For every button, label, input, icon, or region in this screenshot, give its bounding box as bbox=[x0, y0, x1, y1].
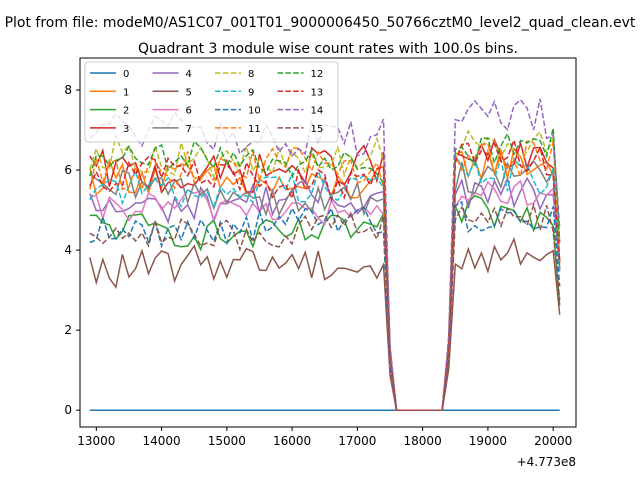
x-tick-label: 16000 bbox=[273, 434, 311, 448]
x-offset-label: +4.773e8 bbox=[517, 455, 576, 469]
series-line-9 bbox=[89, 152, 561, 411]
x-tick-label: 14000 bbox=[142, 434, 180, 448]
series-line-4 bbox=[89, 176, 561, 411]
legend-label-13: 13 bbox=[311, 87, 324, 98]
legend-label-1: 1 bbox=[123, 87, 129, 98]
y-tick-label: 4 bbox=[64, 243, 72, 257]
legend-label-7: 7 bbox=[186, 124, 192, 135]
legend-label-0: 0 bbox=[123, 69, 129, 80]
y-tick-label: 0 bbox=[64, 403, 72, 417]
series-line-7 bbox=[89, 159, 561, 411]
x-tick-label: 18000 bbox=[404, 434, 442, 448]
legend-label-12: 12 bbox=[311, 69, 324, 80]
series-line-5 bbox=[89, 236, 561, 411]
legend-label-2: 2 bbox=[123, 106, 129, 117]
suptitle: Plot from file: modeM0/AS1C07_001T01_900… bbox=[5, 15, 636, 31]
legend-label-8: 8 bbox=[248, 69, 254, 80]
legend-label-15: 15 bbox=[311, 124, 324, 135]
y-tick-label: 6 bbox=[64, 163, 72, 177]
plot-frame bbox=[79, 57, 577, 428]
series-line-8 bbox=[89, 129, 561, 411]
axis-ticks: 13000 14000 15000 16000 17000 18000 19000 20000… bbox=[64, 83, 572, 448]
series-line-6 bbox=[89, 179, 561, 411]
legend-label-3: 3 bbox=[123, 124, 129, 135]
chart-title: Quadrant 3 module wise count rates with … bbox=[138, 41, 518, 57]
x-tick-label: 17000 bbox=[338, 434, 376, 448]
legend-label-5: 5 bbox=[186, 87, 192, 98]
x-tick-label: 19000 bbox=[469, 434, 507, 448]
legend-label-10: 10 bbox=[248, 106, 261, 117]
y-tick-label: 2 bbox=[64, 323, 72, 337]
y-tick-label: 8 bbox=[64, 83, 72, 97]
series-line-11 bbox=[89, 140, 561, 411]
legend-label-11: 11 bbox=[248, 124, 261, 135]
legend-label-6: 6 bbox=[186, 106, 192, 117]
series-line-12 bbox=[89, 127, 561, 411]
legend-label-9: 9 bbox=[248, 87, 254, 98]
x-tick-label: 13000 bbox=[77, 434, 115, 448]
legend-box bbox=[84, 61, 339, 143]
series-line-15 bbox=[89, 202, 561, 411]
plot-lines bbox=[89, 98, 561, 411]
x-tick-label: 20000 bbox=[534, 434, 572, 448]
legend-label-4: 4 bbox=[186, 69, 192, 80]
legend-label-14: 14 bbox=[311, 106, 324, 117]
x-tick-label: 15000 bbox=[208, 434, 246, 448]
series-line-13 bbox=[89, 137, 561, 411]
series-line-10 bbox=[89, 200, 561, 411]
